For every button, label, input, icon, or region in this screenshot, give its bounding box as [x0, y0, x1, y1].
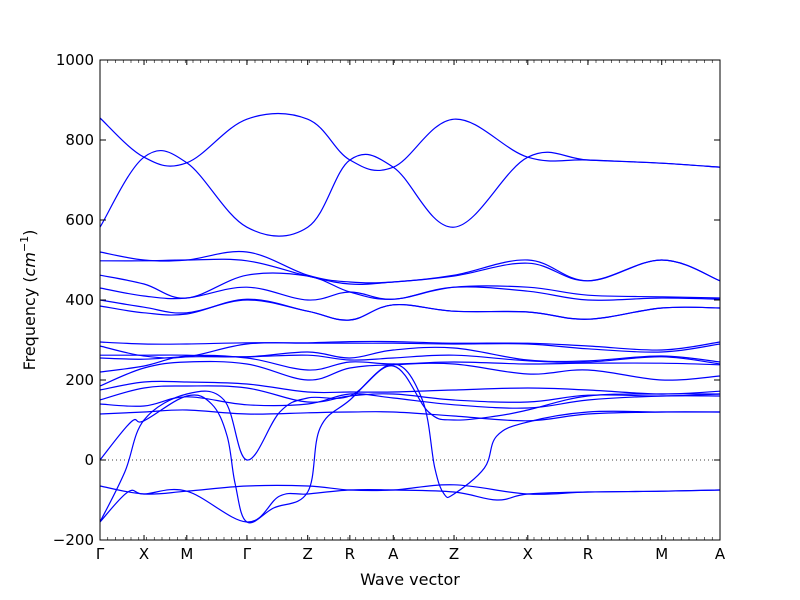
- x-tick-label: Z: [449, 545, 459, 563]
- x-tick-label: R: [583, 545, 593, 563]
- phonon-band-4: [99, 258, 721, 285]
- y-tick-label: 0: [84, 451, 94, 469]
- phonon-band-21: [99, 484, 721, 495]
- y-axis-label: Frequency (cm−1): [18, 230, 39, 371]
- x-tick-label: M: [180, 545, 193, 563]
- y-tick-label: 600: [65, 211, 94, 229]
- phonon-band-9: [99, 340, 721, 351]
- phonon-band-14: [99, 360, 721, 387]
- phonon-band-11: [99, 346, 721, 363]
- phonon-band-13: [99, 354, 721, 373]
- plot-frame: [99, 59, 721, 541]
- y-tick-label: 1000: [56, 51, 94, 69]
- phonon-band-18: [99, 409, 721, 422]
- x-tick-label: R: [345, 545, 355, 563]
- x-tick-label: A: [388, 545, 399, 563]
- plot-background: [100, 60, 720, 540]
- y-tick-label: −200: [53, 531, 94, 549]
- phonon-band-2: [99, 149, 721, 237]
- x-tick-label: X: [523, 545, 533, 563]
- x-axis-label: Wave vector: [360, 570, 460, 589]
- phonon-band-12: [99, 354, 721, 365]
- x-tick-label: Γ: [96, 545, 105, 563]
- y-tick-label: 200: [65, 371, 94, 389]
- x-tick-label: M: [655, 545, 668, 563]
- x-tick-label: Γ: [243, 545, 252, 563]
- x-tick-label: Z: [303, 545, 313, 563]
- y-tick-label: 800: [65, 131, 94, 149]
- phonon-band-19: [99, 363, 720, 524]
- y-tick-label: 400: [65, 291, 94, 309]
- x-tick-label: X: [139, 545, 149, 563]
- phonon-band-22: [99, 365, 721, 523]
- x-tick-label: A: [715, 545, 726, 563]
- phonon-band-6: [99, 286, 721, 301]
- phonon-band-8: [99, 298, 721, 321]
- phonon-band-15: [99, 380, 721, 395]
